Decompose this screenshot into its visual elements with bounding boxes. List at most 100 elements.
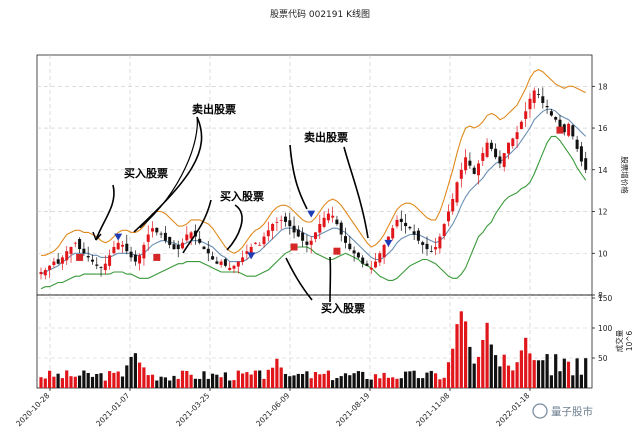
x-tick-label: 2021-01-07 [94, 391, 131, 428]
candle-body [545, 106, 549, 108]
candle-body [502, 153, 506, 167]
volume-bar [476, 356, 481, 388]
annotation-arrow [95, 184, 115, 241]
volume-bar [133, 353, 137, 388]
volume-bar [73, 376, 77, 388]
candle-body [125, 243, 129, 252]
volume-bar [245, 372, 249, 388]
volume-bar [95, 374, 99, 388]
annotations: 卖出股票 买入股票 买入股票 卖出股票 买入股票 [92, 102, 369, 315]
candle-body [223, 259, 227, 266]
volume-bar [386, 377, 390, 388]
volume-bar [468, 346, 472, 388]
volume-bar [343, 373, 348, 388]
candle-body [99, 267, 103, 268]
volume-bar [69, 376, 73, 388]
candle-body [485, 142, 489, 157]
candle-body [464, 157, 468, 171]
volume-bar [219, 377, 223, 388]
volume-bar [198, 378, 202, 388]
volume-bar [421, 378, 425, 388]
candle-body [284, 216, 287, 222]
volume-bar [571, 375, 575, 388]
candle-body [133, 254, 137, 262]
candle-body [305, 241, 309, 245]
candle-body [292, 225, 296, 233]
candle-body [447, 211, 450, 222]
candle-body [318, 224, 322, 233]
volume-bar [506, 365, 511, 388]
candle-body [82, 248, 86, 254]
volume-bar [146, 375, 150, 388]
volume-tick-label: 100 [598, 324, 613, 333]
volume-bar [313, 372, 318, 388]
candle-body [159, 233, 163, 235]
candle-body [374, 261, 377, 268]
volume-bar [228, 380, 232, 388]
candles [39, 87, 588, 280]
volume-axis-ticks: 50 100 150 [592, 294, 613, 363]
candle-body [43, 270, 47, 276]
volume-bar [455, 324, 459, 388]
candle-body [185, 234, 189, 241]
volume-bar [43, 378, 47, 388]
volume-bar [472, 363, 476, 388]
volume-bar [459, 311, 463, 388]
candle-body [515, 132, 519, 139]
volume-bar [275, 358, 279, 388]
volume-bar [391, 377, 395, 388]
buy-signal-marker [290, 243, 298, 251]
candle-body [524, 111, 528, 119]
volume-bar [193, 378, 197, 388]
candle-body [554, 117, 558, 120]
candle-body [254, 242, 257, 244]
volume-bar [258, 370, 262, 388]
x-tick-label: 2022-01-18 [494, 391, 531, 428]
candle-body [91, 259, 94, 262]
candle-body [348, 243, 352, 250]
volume-bar [335, 378, 339, 388]
candle-body [56, 259, 60, 264]
candle-body [172, 244, 176, 250]
candle-body [528, 98, 532, 110]
price-tick-label: 12 [598, 208, 608, 217]
volume-bar [485, 322, 489, 388]
volume-bar [292, 375, 296, 388]
volume-bar [202, 371, 206, 388]
sell-signal-marker [307, 210, 316, 218]
volume-bar [215, 374, 219, 388]
volume-bar [262, 378, 266, 388]
volume-bar [253, 370, 257, 388]
candle-body [52, 261, 56, 265]
sell-signal-marker [247, 252, 256, 260]
volume-bar [39, 377, 43, 388]
volume-bar [524, 337, 528, 388]
annotation-buy-3: 买入股票 [321, 302, 365, 315]
volume-bar [579, 374, 583, 388]
lower-band-line [40, 135, 587, 290]
volume-bar [112, 372, 116, 388]
candle-body [219, 261, 223, 265]
candle-body [481, 153, 485, 161]
volume-bar [399, 378, 403, 388]
volume-bar [241, 373, 245, 388]
annotation-sell-2: 卖出股票 [304, 130, 348, 144]
buy-signal-marker [556, 126, 564, 134]
annotation-arrow [289, 144, 308, 210]
candle-body [549, 111, 553, 116]
volume-bar [373, 374, 378, 388]
candle-body [322, 217, 326, 227]
volume-bar [438, 379, 442, 388]
buy-signal-marker [76, 253, 84, 261]
candle-body [138, 255, 142, 264]
volume-bar [348, 375, 352, 388]
volume-bar [442, 377, 446, 388]
volume-bar [425, 372, 429, 388]
volume-bar [352, 373, 356, 388]
candle-body [429, 251, 433, 252]
volume-bar [48, 370, 52, 388]
volume-bar [108, 371, 112, 388]
volume-bar [185, 371, 189, 388]
x-tick-label: 2021-03-25 [174, 391, 211, 428]
